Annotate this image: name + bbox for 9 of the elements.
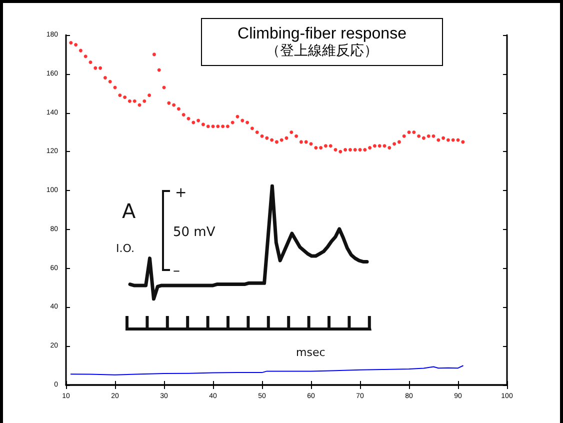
annotation: I.O. [116,242,134,255]
line-series [70,365,464,376]
chart-title: Climbing-fiber response [238,26,407,42]
annotation: A [122,199,136,223]
annotation: msec [296,346,326,359]
text: （登上線維反応） [266,43,378,59]
annotation: 50 mV [173,225,216,240]
annotation: + [175,185,187,201]
annotation: – [173,263,180,279]
